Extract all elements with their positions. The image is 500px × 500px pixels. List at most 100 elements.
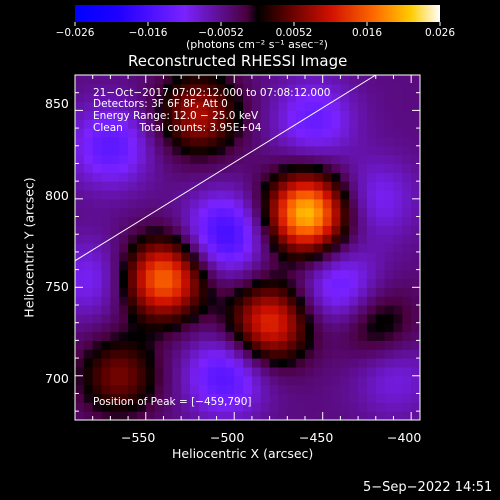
- heatmap-cell: [251, 190, 262, 200]
- heatmap-cell: [198, 366, 209, 377]
- heatmap-cell: [260, 92, 271, 103]
- heatmap-cell: [101, 75, 111, 85]
- heatmap-cell: [358, 260, 368, 271]
- heatmap-cell: [101, 340, 111, 350]
- y-axis-label: Heliocentric Y (arcsec): [21, 177, 37, 318]
- heatmap-cell: [260, 198, 271, 209]
- heatmap-cell: [393, 216, 403, 226]
- heatmap-cell: [251, 411, 262, 420]
- heatmap-cell: [287, 92, 297, 103]
- heatmap-cell: [349, 411, 359, 420]
- heatmap-cell: [136, 287, 147, 297]
- heatmap-cell: [402, 190, 412, 200]
- heatmap-cell: [101, 269, 111, 280]
- heatmap-cell: [251, 384, 262, 395]
- heatmap-cell: [305, 384, 315, 395]
- heatmap-cell: [260, 234, 271, 244]
- heatmap-cell: [110, 384, 120, 395]
- heatmap-cell: [190, 243, 200, 253]
- heatmap-cell: [313, 243, 324, 253]
- heatmap-cell: [411, 366, 420, 377]
- heatmap-cell: [411, 172, 420, 182]
- heatmap-cell: [145, 260, 156, 271]
- heatmap-cell: [305, 349, 315, 359]
- heatmap-cell: [128, 349, 138, 359]
- heatmap-cell: [198, 119, 209, 129]
- heatmap-cell: [101, 119, 111, 129]
- heatmap-cell: [92, 366, 103, 377]
- heatmap-cell: [287, 313, 297, 324]
- heatmap-cell: [83, 75, 94, 85]
- heatmap-cell: [296, 349, 306, 359]
- heatmap-cell: [340, 411, 350, 420]
- heatmap-cell: [411, 384, 420, 395]
- heatmap-cell: [128, 243, 138, 253]
- heatmap-cell: [278, 243, 288, 253]
- heatmap-cell: [322, 375, 333, 386]
- heatmap-cell: [305, 331, 315, 341]
- heatmap-cell: [251, 243, 262, 253]
- heatmap-cell: [287, 163, 297, 173]
- heatmap-cell: [119, 128, 129, 138]
- heatmap-cell: [128, 375, 138, 386]
- heatmap-cell: [119, 260, 129, 271]
- heatmap-cell: [198, 136, 209, 147]
- heatmap-cell: [366, 75, 377, 85]
- heatmap-cell: [393, 92, 403, 103]
- heatmap-cell: [384, 234, 395, 244]
- heatmap-cell: [136, 375, 147, 386]
- heatmap-cell: [243, 163, 253, 173]
- heatmap-cell: [75, 269, 85, 280]
- heatmap-cell: [216, 384, 226, 395]
- heatmap-cell: [313, 331, 324, 341]
- heatmap-cell: [234, 305, 244, 315]
- heatmap-cell: [375, 145, 386, 156]
- heatmap-cell: [305, 154, 315, 165]
- heatmap-cell: [83, 322, 94, 333]
- heatmap-cell: [393, 402, 403, 412]
- heatmap-cell: [287, 225, 297, 235]
- heatmap-cell: [384, 340, 395, 350]
- heatmap-cell: [278, 181, 288, 191]
- heatmap-cell: [287, 305, 297, 315]
- heatmap-cell: [128, 358, 138, 368]
- heatmap-cell: [83, 313, 94, 324]
- heatmap-cell: [331, 119, 341, 129]
- heatmap-cell: [296, 260, 306, 271]
- heatmap-cell: [110, 243, 120, 253]
- heatmap-cell: [225, 75, 235, 85]
- heatmap-cell: [331, 216, 341, 226]
- heatmap-cell: [340, 358, 350, 368]
- heatmap-cell: [296, 340, 306, 350]
- heatmap-cell: [402, 260, 412, 271]
- heatmap-cell: [384, 269, 395, 280]
- heatmap-cell: [305, 181, 315, 191]
- heatmap-cell: [366, 366, 377, 377]
- heatmap-cell: [243, 393, 253, 403]
- heatmap-cell: [313, 207, 324, 218]
- heatmap-cell: [411, 119, 420, 129]
- heatmap-cell: [251, 225, 262, 235]
- heatmap-cell: [83, 163, 94, 173]
- limb-line: [75, 75, 377, 262]
- heatmap-cell: [163, 340, 173, 350]
- heatmap-cell: [92, 260, 103, 271]
- heatmap-cell: [207, 402, 218, 412]
- heatmap-cell: [384, 225, 395, 235]
- heatmap-cell: [190, 128, 200, 138]
- heatmap-cell: [287, 234, 297, 244]
- heatmap-cell: [331, 393, 341, 403]
- heatmap-cell: [181, 322, 191, 333]
- heatmap-cell: [172, 154, 182, 165]
- heatmap-cell: [269, 119, 280, 129]
- heatmap-cell: [136, 278, 147, 288]
- heatmap-cell: [136, 172, 147, 182]
- heatmap-cell: [287, 375, 297, 386]
- heatmap-cell: [251, 358, 262, 368]
- heatmap-cell: [145, 313, 156, 324]
- heatmap-cell: [278, 331, 288, 341]
- heatmap-cell: [145, 331, 156, 341]
- heatmap-cell: [83, 340, 94, 350]
- heatmap-cell: [340, 287, 350, 297]
- heatmap-cell: [190, 172, 200, 182]
